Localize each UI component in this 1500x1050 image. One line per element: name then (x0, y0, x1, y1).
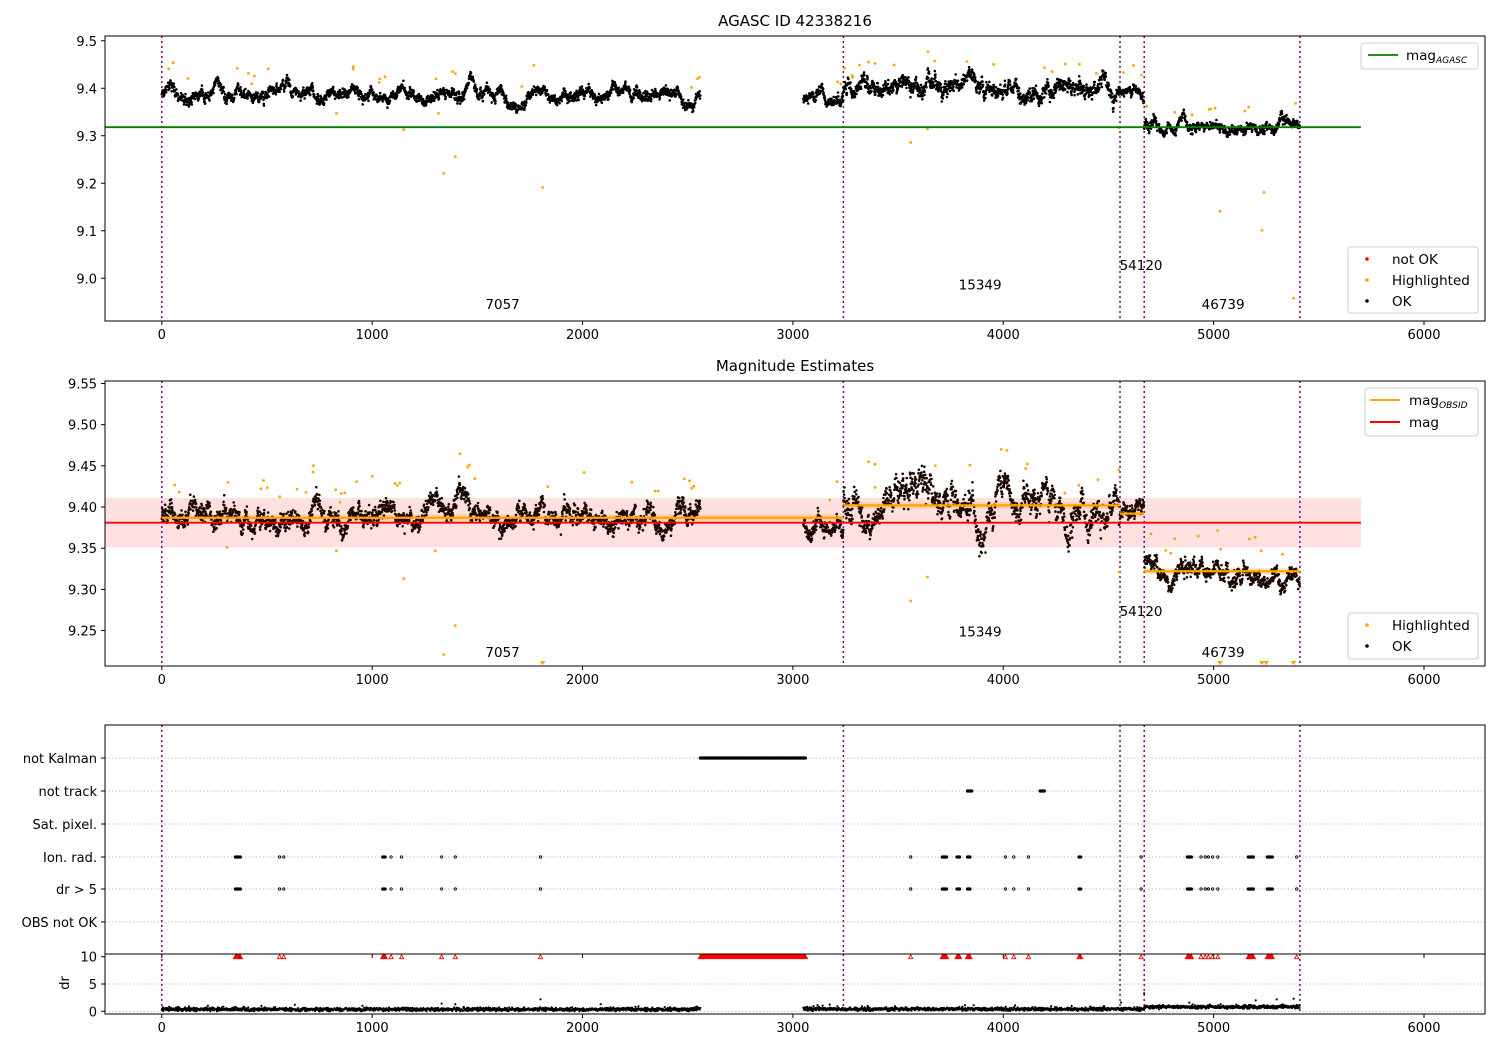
estimates-ytick-label: 9.55 (68, 377, 97, 392)
flag-row-label: not Kalman (23, 752, 97, 767)
agasc-points-legend (1347, 246, 1479, 314)
estimates-legend-label: OK (1392, 639, 1413, 655)
estimates-ytick-label: 9.30 (68, 583, 97, 598)
agasc-xtick-label: 4000 (987, 328, 1020, 343)
estimates-xtick-label: 6000 (1407, 673, 1440, 688)
estimates-clipped-marker (1259, 661, 1266, 665)
agasc-xtick-label: 6000 (1407, 328, 1440, 343)
estimates-xtick-label: 3000 (776, 673, 809, 688)
estimates-legend-line-label: mag (1409, 415, 1439, 431)
estimates-xtick-label: 0 (158, 673, 166, 688)
estimates-legend-label: Highlighted (1392, 618, 1470, 634)
agasc-ytick-label: 9.1 (76, 225, 97, 240)
agasc-legend-marker (1365, 257, 1369, 261)
agasc-legend-label: OK (1392, 294, 1413, 310)
flag-row-label: dr > 5 (56, 883, 97, 898)
flag-points (698, 756, 808, 760)
estimates-axes (104, 380, 1486, 667)
flags-panel: not Kalman not track Sat. pixel. Ion. rad. d… (22, 724, 1486, 958)
estimates-ytick-label: 9.35 (68, 542, 97, 557)
dr-xtick-label: 1000 (356, 1021, 389, 1036)
magnitude-estimates-panel: Magnitude Estimates 7057 15349 54120 46739 0… (68, 357, 1486, 688)
estimates-xtick-label: 4000 (987, 673, 1020, 688)
agasc-title: AGASC ID 42338216 (718, 12, 872, 30)
magnitude-estimates-title: Magnitude Estimates (716, 357, 874, 375)
agasc-legend-marker (1365, 299, 1369, 303)
dr-xtick-label: 5000 (1197, 1021, 1230, 1036)
agasc-legend-subscript: AGASC (1435, 56, 1468, 66)
estimates-ytick-label: 9.45 (68, 460, 97, 475)
flag-points (233, 887, 1299, 891)
estimates-obsid-label: 15349 (959, 624, 1002, 640)
agasc-panel: AGASC ID 42338216 7057 15349 54120 46739 0 10… (76, 12, 1486, 343)
flag-points (965, 789, 1046, 793)
dr-xtick-label: 0 (158, 1021, 166, 1036)
estimates-xtick-label: 5000 (1197, 673, 1230, 688)
dr-panel: dr 0 1000 2000 3000 4000 5000 6000 0 5 10 (58, 951, 1486, 1036)
agasc-obsid-label: 7057 (485, 297, 519, 313)
agasc-ok-points (160, 65, 1301, 139)
dr-ytick-label: 5 (89, 978, 97, 993)
agasc-legend-label: not OK (1392, 252, 1439, 268)
dr-ytick-label: 0 (89, 1005, 97, 1020)
agasc-line-legend (1360, 42, 1479, 70)
estimates-clipped-marker (1290, 661, 1297, 665)
dr-axis-label: dr (58, 976, 73, 990)
flag-row-label: Sat. pixel. (33, 818, 97, 833)
agasc-obsid-label: 15349 (959, 278, 1002, 294)
agasc-legend-label: Highlighted (1392, 273, 1470, 289)
estimates-ytick-label: 9.40 (68, 501, 97, 516)
agasc-obsid-label: 46739 (1202, 297, 1245, 313)
agasc-ytick-label: 9.4 (76, 82, 97, 97)
dr-xtick-label: 4000 (987, 1021, 1020, 1036)
agasc-ytick-label: 9.0 (76, 272, 97, 287)
flag-row-label: OBS not OK (22, 916, 98, 931)
agasc-ytick-label: 9.5 (76, 35, 97, 50)
flag-points (233, 855, 1299, 859)
agasc-axes (104, 35, 1486, 322)
agasc-xtick-label: 1000 (356, 328, 389, 343)
estimates-clipped-marker (1216, 661, 1223, 665)
estimates-points-legend (1347, 612, 1479, 660)
estimates-xtick-label: 2000 (566, 673, 599, 688)
estimates-legend-subscript: OBSID (1439, 401, 1468, 411)
estimates-highlighted-points (173, 447, 1284, 656)
dr-points (160, 992, 1301, 1013)
agasc-xtick-label: 2000 (566, 328, 599, 343)
estimates-clipped-marker (539, 661, 546, 665)
estimates-ytick-label: 9.50 (68, 419, 97, 434)
dr-ytick-label: 10 (80, 951, 97, 966)
dr-xtick-label: 3000 (776, 1021, 809, 1036)
agasc-xtick-label: 3000 (776, 328, 809, 343)
agasc-xtick-label: 0 (158, 328, 166, 343)
estimates-xtick-label: 1000 (356, 673, 389, 688)
estimates-legend-marker (1365, 623, 1369, 627)
agasc-obsid-label: 54120 (1120, 258, 1163, 274)
dr-xtick-label: 6000 (1407, 1021, 1440, 1036)
flag-row-label: Ion. rad. (43, 851, 97, 866)
agasc-ytick-label: 9.3 (76, 130, 97, 145)
estimates-clipped-marker (1263, 661, 1270, 665)
agasc-ytick-label: 9.2 (76, 177, 97, 192)
estimates-ytick-label: 9.25 (68, 625, 97, 640)
agasc-legend-marker (1365, 278, 1369, 282)
dr-xtick-label: 2000 (566, 1021, 599, 1036)
estimates-obsid-label: 46739 (1202, 645, 1245, 661)
agasc-xtick-label: 5000 (1197, 328, 1230, 343)
dr-clipped-markers (232, 953, 1300, 960)
estimates-obsid-label: 7057 (485, 645, 519, 661)
estimates-obsid-label: 54120 (1120, 604, 1163, 620)
estimates-legend-marker (1365, 644, 1369, 648)
flag-row-label: not track (38, 785, 97, 800)
